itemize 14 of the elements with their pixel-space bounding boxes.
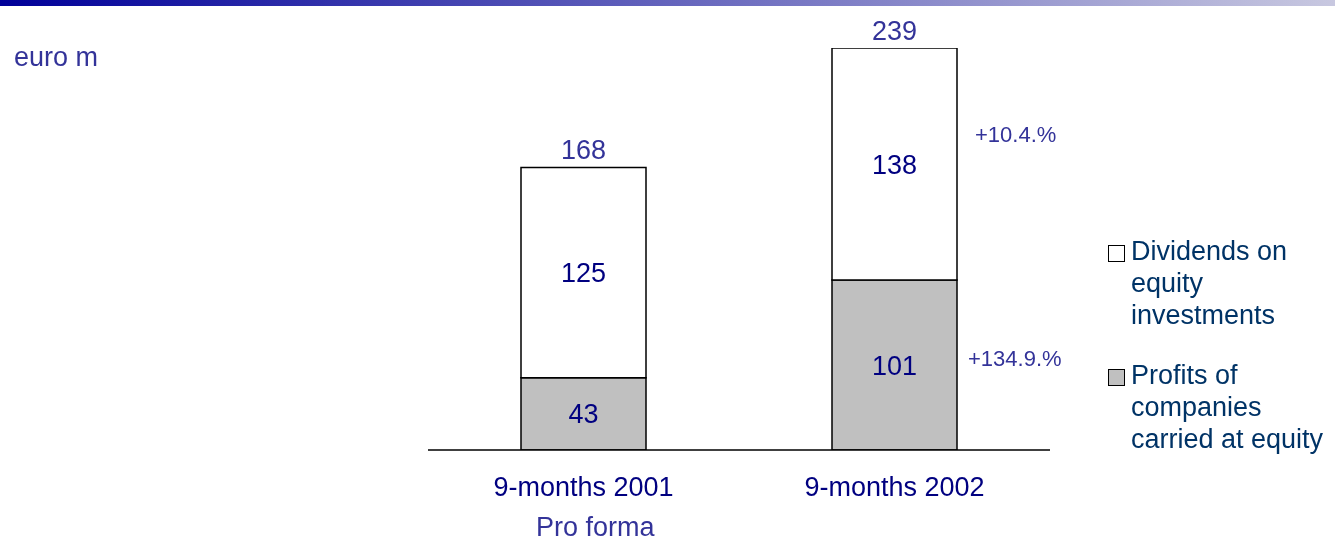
legend-label: Dividends on equity investments <box>1131 235 1289 331</box>
data-label: 101 <box>871 350 918 381</box>
x-tick-label: 9-months 2001 <box>493 472 674 502</box>
text: euro m <box>14 42 99 72</box>
x-tick-label: 9-months 2002 <box>804 472 985 502</box>
legend-label: Profits of companies carried at equity <box>1131 359 1325 455</box>
data-label: 125 <box>560 258 607 289</box>
total-label: 239 <box>871 16 918 46</box>
data-label: 138 <box>871 149 918 180</box>
annotation: +134.9.% <box>968 346 1062 371</box>
annotation: +10.4.% <box>975 122 1057 147</box>
data-label: 43 <box>568 399 599 430</box>
text: Pro forma <box>536 512 655 542</box>
total-label: 168 <box>560 135 607 166</box>
